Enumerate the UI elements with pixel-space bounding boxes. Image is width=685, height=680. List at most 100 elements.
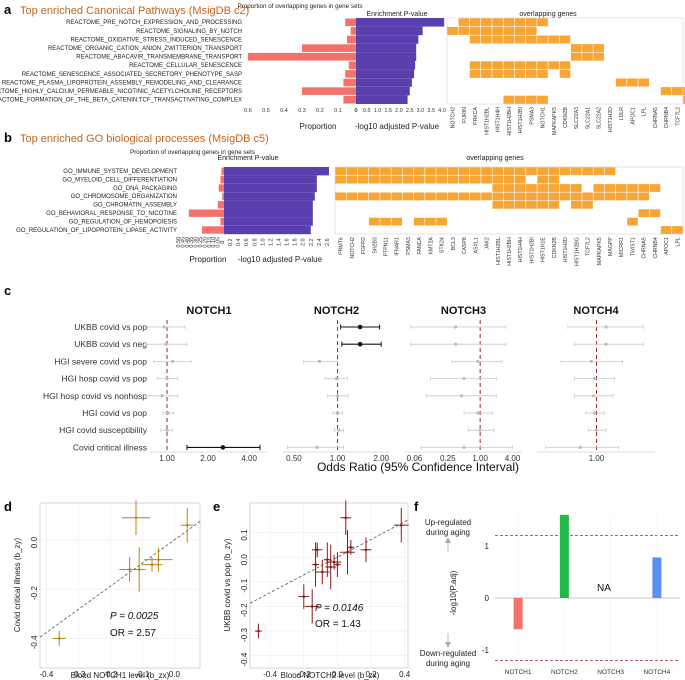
- panel-b-gene-label: IFNAR1: [395, 237, 401, 256]
- panel-b: b Top enriched GO biological processes (…: [4, 130, 684, 266]
- panel-c-point: [604, 342, 608, 346]
- panel-d-point: [185, 523, 189, 527]
- panel-a-overlap-cell: [481, 69, 492, 78]
- panel-a-overlap-cell: [514, 69, 526, 78]
- panel-c-point: [165, 428, 169, 432]
- panel-a-overlap-cell: [672, 87, 683, 96]
- panel-a-enrich-tick: 3.5: [427, 108, 435, 114]
- panel-a-gene-label: TCF7L2: [675, 107, 681, 126]
- panel-b-overlap-cell: [436, 175, 447, 184]
- panel-b-overlap-cell: [436, 217, 447, 226]
- panel-b-overlap-cell: [413, 192, 425, 201]
- panel-f-bar: [513, 598, 523, 630]
- panel-f-y-tick: -1: [482, 646, 490, 655]
- panel-b-enrichment-bar: [224, 183, 317, 193]
- panel-c-point: [459, 394, 464, 398]
- panel-a-overlap-cell: [537, 69, 548, 78]
- panel-a-overlap-cell: [469, 61, 481, 70]
- panel-b-overlap-cell: [582, 200, 593, 209]
- panel-b-overlap-cell: [492, 192, 504, 201]
- panel-a-heatmap-frame: [446, 17, 684, 105]
- panel-e-y-tick: -0.1: [240, 578, 249, 592]
- panel-c-xlabel: Odds Ratio (95% Confidence Interval): [317, 460, 519, 474]
- panel-b-enrich-tick: 2.6: [325, 238, 331, 246]
- panel-a-enrich-header: Enrichment P-value: [366, 11, 427, 18]
- panel-b-enrichment-bar: [224, 192, 315, 201]
- panel-b-overlap-cell: [357, 192, 369, 201]
- panel-b-prop-tick: 0.20: [202, 237, 208, 248]
- panel-a-overlap-cell: [469, 18, 481, 27]
- panel-a-overlap-cell: [683, 95, 685, 104]
- panel-e-point: [310, 605, 314, 608]
- panel-c-tick-label: 0.25: [440, 454, 456, 463]
- panel-e-point: [320, 570, 324, 574]
- panel-a-row-label: REACTOME_FORMATION_OF_THE_BETA_CATENIN:T…: [0, 98, 242, 104]
- panel-b-overlap-cell: [548, 175, 560, 184]
- panel-e-label: e: [213, 499, 220, 514]
- panel-a-overlap-cell: [525, 35, 537, 44]
- panel-a-gene-label: PRKCA: [473, 106, 479, 124]
- panel-a-gene-label: CHRNB4: [664, 107, 670, 128]
- panel-b-overlap-cell: [380, 217, 391, 226]
- panel-d-y-tick: 0.0: [30, 536, 39, 548]
- panel-a-gene-label: MAPKAPK5: [552, 107, 558, 135]
- panel-a-enrichment-bar: [356, 61, 416, 70]
- panel-b-overlap-cell: [391, 217, 403, 226]
- panel-a-gene-label: PSMA3: [529, 107, 535, 125]
- panel-e-point: [346, 550, 349, 554]
- panel-c-point: [592, 411, 597, 415]
- panel-b-gene-label: CHRNB4: [653, 237, 659, 258]
- panel-a-overlap-cell: [548, 61, 560, 70]
- panel-a-overlap-cell: [537, 95, 548, 104]
- panel-c-gene-title: NOTCH1: [186, 305, 231, 317]
- panel-a-overlap-cell: [481, 35, 492, 44]
- panel-b-gene-label: HIST1H2D: [563, 237, 569, 262]
- panel-e-or-label: OR = 1.43: [315, 619, 361, 630]
- panel-b-gene-label: HIST1H1E: [541, 237, 547, 262]
- panel-b-overlap-cell: [346, 192, 358, 201]
- panel-b-overlap-cell: [458, 192, 470, 201]
- panel-c-tick-label: 1.00: [159, 454, 175, 463]
- panel-b-overlap-cell: [582, 167, 593, 176]
- panel-a-prop-tick: 0.3: [298, 108, 306, 114]
- panel-a-overlap-cell: [503, 26, 515, 35]
- panel-e-x-tick: -0.4: [263, 670, 277, 679]
- panel-a-overlap-cell: [638, 78, 649, 87]
- panel-b-overlap-cell: [582, 192, 593, 201]
- panel-e-point: [399, 523, 403, 527]
- panel-f-na-label: NA: [597, 583, 611, 594]
- panel-c-point: [162, 325, 166, 329]
- panel-b-overlap-cell: [649, 209, 661, 218]
- panel-e-point: [326, 558, 329, 561]
- panel-b-overlap-cell: [649, 184, 661, 192]
- panel-b-gene-label: NOTCH2: [350, 237, 356, 258]
- panel-b-overlap-cell: [425, 192, 436, 201]
- panel-b-overlap-cell: [447, 192, 459, 201]
- panel-a-overlap-cell: [514, 95, 526, 104]
- panel-b-proportion-bar: [220, 217, 224, 226]
- panel-b-overlap-cell: [346, 167, 358, 176]
- panel-b-overlap-cell: [380, 175, 391, 184]
- panel-b-overlap-cell: [548, 192, 560, 201]
- panel-a-overlap-cell: [525, 18, 537, 27]
- panel-b-enrich-tick: 2.0: [301, 238, 307, 246]
- panel-f-category-label: NOTCH4: [644, 669, 671, 676]
- panel-e-y-tick: -0.3: [240, 628, 249, 642]
- panel-d-point: [57, 637, 61, 640]
- panel-b-enrichment-bar: [224, 225, 311, 235]
- panel-b-overlap-cell: [503, 167, 515, 176]
- panel-a-gene-label: NOTCH1: [541, 107, 547, 128]
- panel-b-overlap-cell: [559, 192, 571, 201]
- panel-d-point: [150, 563, 154, 566]
- panel-e-y-tick: 0.1: [240, 529, 249, 541]
- panel-c-tick-label: 2.00: [200, 454, 216, 463]
- panel-a-prop-tick: 0.2: [316, 108, 324, 114]
- panel-a-prop-xlabel: Proportion: [300, 122, 337, 131]
- panel-a-overlap-cell: [503, 61, 515, 70]
- panel-b-gene-label: MAPKAPK5: [597, 237, 603, 265]
- panel-c-tick-label: 1.00: [472, 454, 488, 463]
- panel-b-overlap-cell: [526, 167, 537, 176]
- panel-c-row-label: UKBB covid vs neg: [74, 339, 147, 349]
- panel-b-gene-label: BCL3: [451, 237, 457, 250]
- panel-a-overlap-cell: [582, 52, 593, 61]
